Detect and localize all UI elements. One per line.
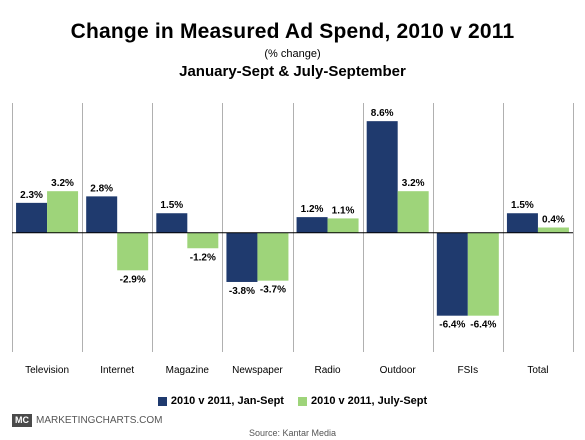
data-label: -1.2% <box>190 252 216 263</box>
category-label: Newspaper <box>232 365 283 376</box>
data-label: 1.1% <box>332 205 355 216</box>
category-label: FSIs <box>458 365 479 376</box>
category-label: Total <box>527 365 548 376</box>
category-label: Television <box>25 365 69 376</box>
bar-july-sept-radio <box>327 218 359 233</box>
category-label: Magazine <box>166 365 210 376</box>
data-label: -2.9% <box>120 274 146 285</box>
data-label: 3.2% <box>402 178 425 189</box>
bar-jan-sept-magazine <box>156 213 188 233</box>
bar-jan-sept-television <box>16 202 48 233</box>
legend-item-series-2: 2010 v 2011, July-Sept <box>297 395 428 407</box>
bar-july-sept-outdoor <box>397 191 429 233</box>
bar-jan-sept-radio <box>296 217 328 233</box>
data-label: -3.8% <box>229 286 255 297</box>
bar-jan-sept-fsis <box>436 232 468 316</box>
legend-item-series-1: 2010 v 2011, Jan-Sept <box>157 395 284 407</box>
chart-subtitle: January-Sept & July-September <box>179 63 406 80</box>
bar-july-sept-fsis <box>467 232 499 316</box>
data-label: 1.5% <box>160 200 183 211</box>
brand-logo: MC <box>12 414 32 427</box>
data-label: 2.3% <box>20 190 43 201</box>
brand-name: MARKETINGCHARTS.COM <box>36 415 163 426</box>
data-label: 1.2% <box>301 204 324 215</box>
data-label: -6.4% <box>439 320 465 331</box>
bar-july-sept-newspaper <box>257 232 289 281</box>
brand: MC MARKETINGCHARTS.COM <box>12 414 163 427</box>
bar-july-sept-television <box>47 191 79 233</box>
chart-legend: 2010 v 2011, Jan-Sept 2010 v 2011, July-… <box>0 395 585 407</box>
bar-july-sept-internet <box>117 232 149 271</box>
data-label: 8.6% <box>371 108 394 119</box>
data-label: 3.2% <box>51 178 74 189</box>
bar-july-sept-total <box>537 227 569 233</box>
category-label: Outdoor <box>380 365 417 376</box>
bar-july-sept-magazine <box>187 232 219 249</box>
data-label: -3.7% <box>260 285 286 296</box>
source-note: Source: Kantar Media <box>248 428 337 438</box>
category-label: Radio <box>314 365 341 376</box>
legend-swatch-series-2 <box>297 396 307 406</box>
bar-jan-sept-total <box>506 213 538 233</box>
data-label: 0.4% <box>542 215 565 226</box>
bar-jan-sept-internet <box>86 196 118 233</box>
legend-label-series-2: 2010 v 2011, July-Sept <box>310 395 428 407</box>
category-label: Internet <box>100 365 134 376</box>
chart-title: Change in Measured Ad Spend, 2010 v 2011 <box>70 20 515 43</box>
legend-label-series-1: 2010 v 2011, Jan-Sept <box>170 395 284 407</box>
data-label: 1.5% <box>511 200 534 211</box>
data-label: 2.8% <box>90 183 113 194</box>
bar-jan-sept-newspaper <box>226 232 258 282</box>
legend-swatch-series-1 <box>157 396 167 406</box>
data-label: -6.4% <box>470 320 496 331</box>
bar-jan-sept-outdoor <box>366 121 398 233</box>
chart-unit-label: (% change) <box>264 48 321 60</box>
